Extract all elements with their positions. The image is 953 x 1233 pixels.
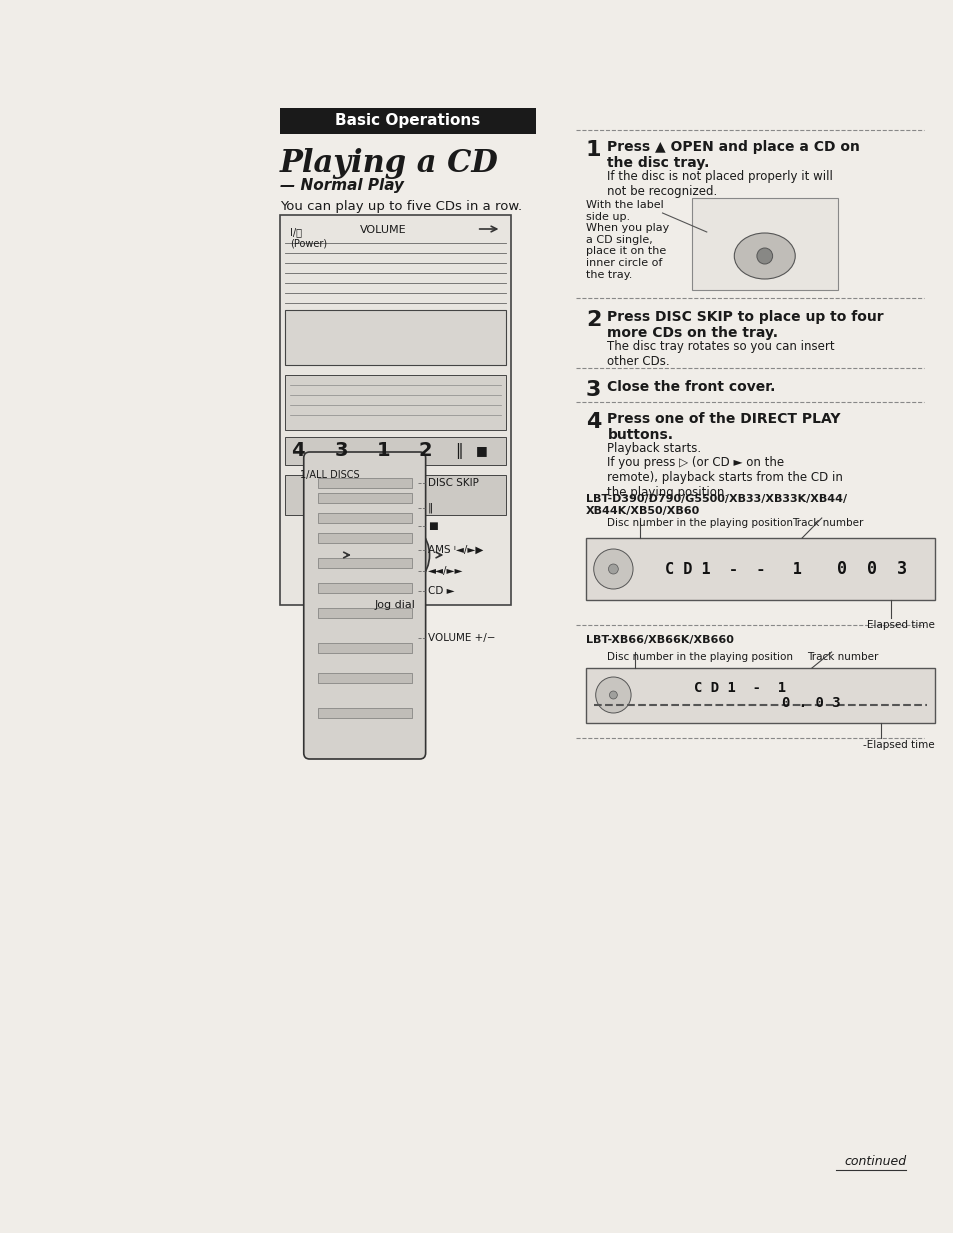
- Text: Jog dial: Jog dial: [375, 600, 416, 610]
- Text: 2: 2: [585, 309, 600, 330]
- Text: Press one of the DIRECT PLAY
buttons.: Press one of the DIRECT PLAY buttons.: [607, 412, 841, 443]
- Circle shape: [756, 248, 772, 264]
- Text: 0 . 0 3: 0 . 0 3: [781, 695, 841, 710]
- Text: LBT-D390/D790/G5500/XB33/XB33K/XB44/
XB44K/XB50/XB60: LBT-D390/D790/G5500/XB33/XB33K/XB44/ XB4…: [585, 494, 846, 515]
- Bar: [317, 708, 412, 718]
- Ellipse shape: [734, 233, 795, 279]
- Bar: [317, 493, 412, 503]
- Text: C D 1  -  -   1: C D 1 - - 1: [664, 561, 801, 577]
- Text: Press DISC SKIP to place up to four
more CDs on the tray.: Press DISC SKIP to place up to four more…: [607, 309, 883, 340]
- Text: ◄◄/►►: ◄◄/►►: [427, 566, 462, 576]
- Text: continued: continued: [843, 1155, 905, 1168]
- Bar: [317, 608, 412, 618]
- Text: 4: 4: [585, 412, 600, 432]
- Bar: [317, 642, 412, 653]
- Text: Close the front cover.: Close the front cover.: [607, 380, 775, 395]
- Text: The disc tray rotates so you can insert
other CDs.: The disc tray rotates so you can insert …: [607, 340, 834, 367]
- Bar: [280, 215, 511, 605]
- Bar: [285, 436, 506, 465]
- Text: Track number: Track number: [806, 652, 878, 662]
- Circle shape: [360, 520, 429, 591]
- Text: ■: ■: [427, 522, 436, 531]
- Bar: [317, 478, 412, 488]
- Text: 3: 3: [585, 380, 600, 399]
- Bar: [317, 583, 412, 593]
- Bar: [285, 309, 506, 365]
- Circle shape: [609, 690, 617, 699]
- Text: With the label
side up.
When you play
a CD single,
place it on the
inner circle : With the label side up. When you play a …: [585, 200, 668, 280]
- Text: 1: 1: [376, 441, 390, 460]
- Text: You can play up to five CDs in a row.: You can play up to five CDs in a row.: [280, 200, 521, 213]
- Bar: [285, 475, 506, 515]
- Text: Disc number in the playing position: Disc number in the playing position: [607, 518, 793, 528]
- Bar: [317, 533, 412, 543]
- Text: DISC SKIP: DISC SKIP: [427, 478, 478, 488]
- Text: ‖: ‖: [455, 443, 462, 459]
- Text: Press ▲ OPEN and place a CD on
the disc tray.: Press ▲ OPEN and place a CD on the disc …: [607, 141, 860, 170]
- Text: Disc number in the playing position: Disc number in the playing position: [607, 652, 793, 662]
- Text: Basic Operations: Basic Operations: [335, 113, 480, 128]
- Bar: [691, 199, 837, 290]
- Text: VOLUME: VOLUME: [359, 224, 406, 236]
- Text: C D 1  -  1: C D 1 - 1: [693, 681, 785, 695]
- Text: If you press ▷ (or CD ► on the
remote), playback starts from the CD in
the playi: If you press ▷ (or CD ► on the remote), …: [607, 456, 842, 499]
- Text: -Elapsed time: -Elapsed time: [862, 740, 934, 750]
- Text: — Normal Play: — Normal Play: [280, 178, 404, 194]
- Text: 2: 2: [418, 441, 432, 460]
- Text: 4: 4: [291, 441, 304, 460]
- Bar: [317, 513, 412, 523]
- Text: 3: 3: [334, 441, 348, 460]
- Circle shape: [595, 677, 631, 713]
- Text: I/Ⓒ
(Power): I/Ⓒ (Power): [290, 227, 327, 249]
- Circle shape: [593, 549, 633, 589]
- Bar: [317, 559, 412, 568]
- Circle shape: [608, 563, 618, 575]
- Text: CD ►: CD ►: [427, 586, 454, 596]
- Text: Track number: Track number: [791, 518, 862, 528]
- Text: 0  0  3: 0 0 3: [836, 560, 905, 578]
- Text: 1/ALL DISCS: 1/ALL DISCS: [299, 470, 359, 480]
- Text: AMS ᑊ◄/►▶: AMS ᑊ◄/►▶: [427, 545, 482, 555]
- Text: VOLUME +/−: VOLUME +/−: [427, 633, 495, 642]
- Bar: [285, 375, 506, 430]
- Text: Playback starts.: Playback starts.: [607, 441, 700, 455]
- Text: ‖: ‖: [427, 503, 433, 513]
- Text: Elapsed time: Elapsed time: [866, 620, 934, 630]
- Bar: [585, 538, 934, 600]
- Text: Playing a CD: Playing a CD: [280, 148, 498, 179]
- Text: LBT-XB66/XB66K/XB660: LBT-XB66/XB66K/XB660: [585, 635, 733, 645]
- Text: If the disc is not placed properly it will
not be recognized.: If the disc is not placed properly it wi…: [607, 170, 833, 199]
- Bar: [317, 673, 412, 683]
- Circle shape: [385, 545, 405, 565]
- FancyBboxPatch shape: [303, 453, 425, 760]
- Text: 1: 1: [585, 141, 600, 160]
- Bar: [585, 668, 934, 723]
- Bar: [280, 109, 536, 134]
- Text: ■: ■: [476, 445, 487, 457]
